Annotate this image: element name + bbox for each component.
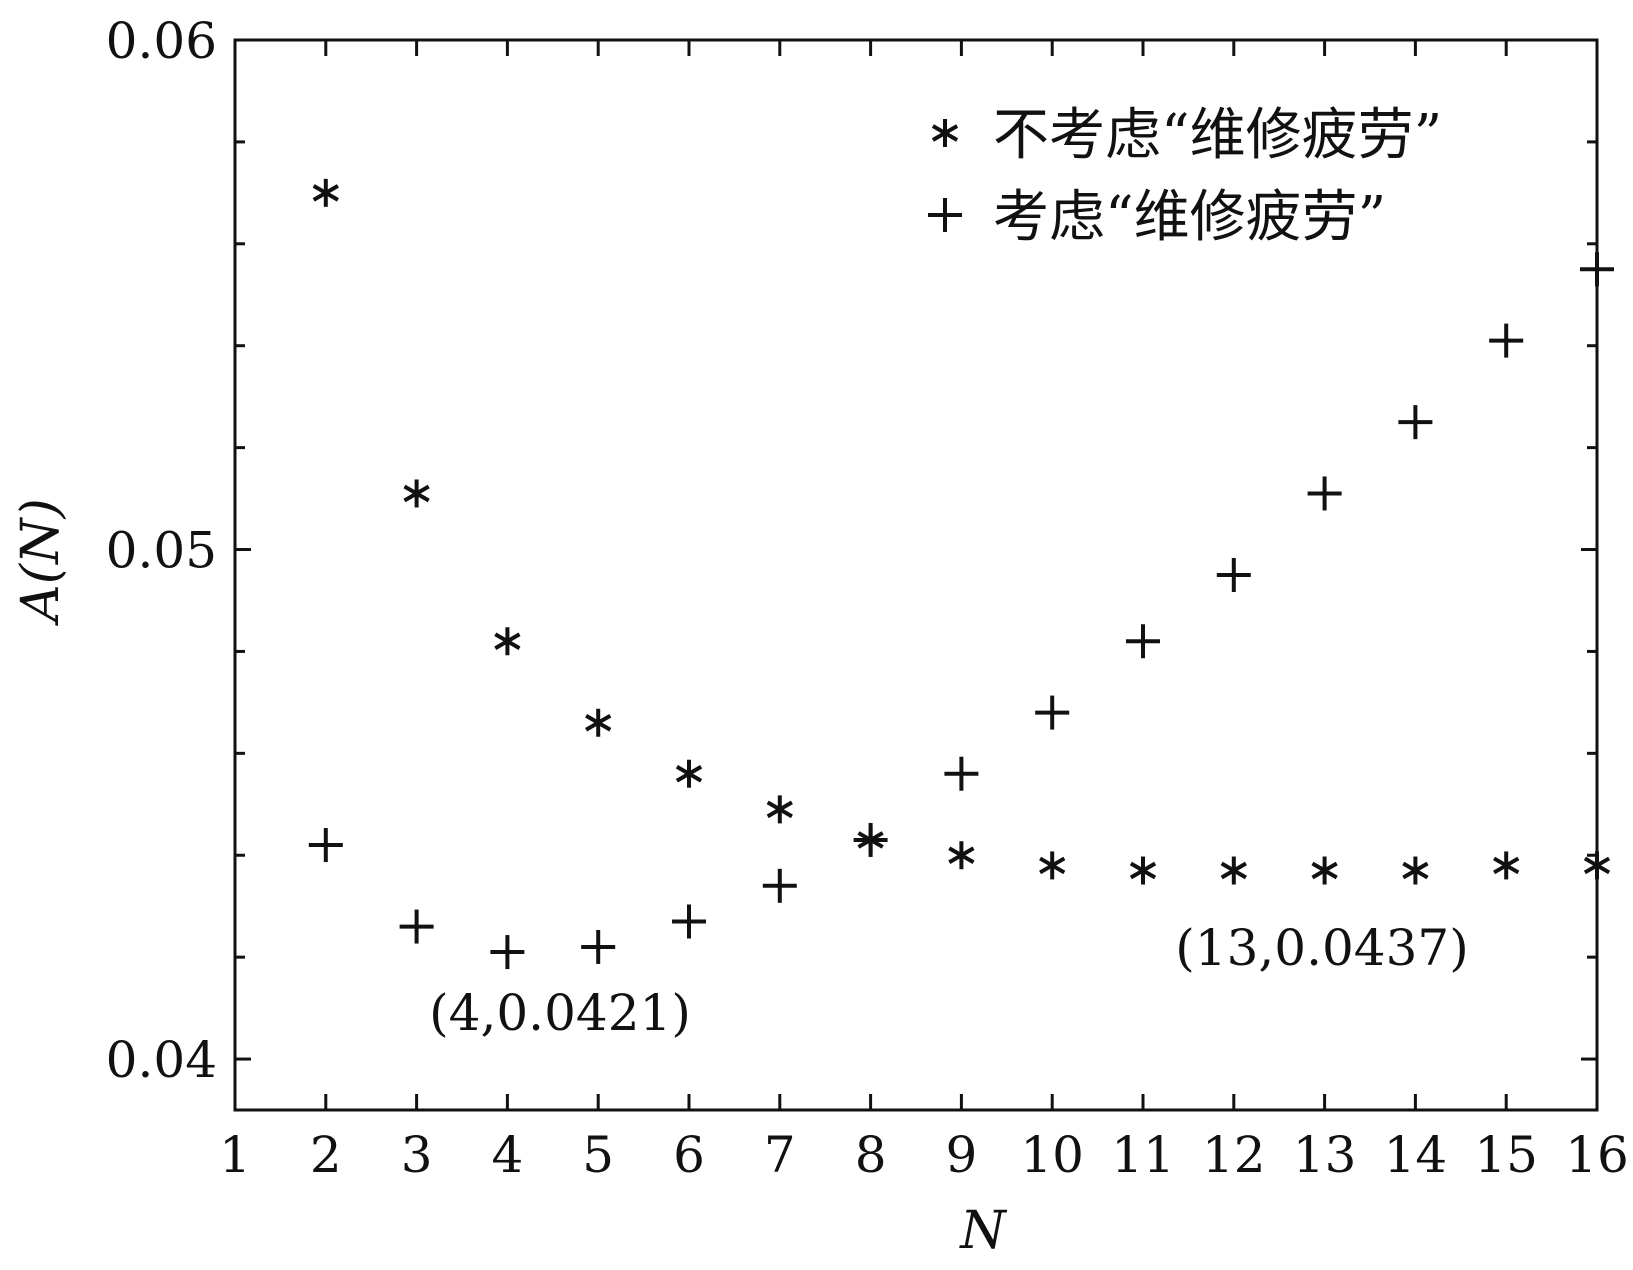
x-tick-labels: 1 2 3 4 5 6 7 8 9 10 11 12 13 14 15 16 <box>219 1126 1629 1184</box>
data-point-series-1 <box>1039 851 1066 880</box>
x-tick-label: 7 <box>764 1126 796 1184</box>
data-point-series-2 <box>399 909 434 944</box>
data-point-series-1 <box>948 841 975 870</box>
ticks <box>233 38 1599 1110</box>
x-tick-label: 4 <box>491 1126 523 1184</box>
y-tick-labels: 0.04 0.05 0.06 <box>106 12 217 1089</box>
x-tick-label: 16 <box>1565 1126 1629 1184</box>
x-tick-label: 11 <box>1111 1126 1175 1184</box>
legend: 不考虑“维修疲劳” 考虑“维修疲劳” <box>928 103 1442 250</box>
x-tick-label: 12 <box>1202 1126 1266 1184</box>
x-tick-label: 9 <box>945 1126 977 1184</box>
data-point-series-2 <box>853 822 888 857</box>
x-tick-label: 3 <box>401 1126 433 1184</box>
x-tick-label: 1 <box>219 1126 251 1184</box>
annotation-min-series-2: (4,0.0421) <box>429 984 691 1042</box>
data-point-series-1 <box>585 708 612 737</box>
y-tick-label: 0.05 <box>106 522 217 580</box>
data-point-series-2 <box>490 935 525 970</box>
legend-asterisk-mark <box>931 119 959 147</box>
data-point-series-1 <box>312 178 339 207</box>
legend-label-series-2: 考虑“维修疲劳” <box>993 185 1386 250</box>
x-tick-label: 8 <box>855 1126 887 1184</box>
x-tick-label: 14 <box>1384 1126 1448 1184</box>
x-tick-label: 10 <box>1020 1126 1084 1184</box>
markers <box>308 178 1614 970</box>
data-point-series-2 <box>1580 252 1614 287</box>
y-tick-label: 0.04 <box>106 1031 217 1089</box>
y-tick-label: 0.06 <box>106 12 217 70</box>
data-point-series-2 <box>672 904 706 939</box>
data-point-series-2 <box>1126 624 1160 659</box>
data-point-series-1 <box>766 795 793 824</box>
x-tick-label: 15 <box>1474 1126 1538 1184</box>
data-point-series-1 <box>403 479 430 508</box>
x-tick-label: 13 <box>1293 1126 1357 1184</box>
legend-marker-asterisk <box>931 119 959 147</box>
data-point-series-2 <box>1398 405 1433 440</box>
data-point-series-1 <box>1493 851 1520 880</box>
data-point-series-1 <box>494 627 521 656</box>
data-point-series-2 <box>944 756 979 791</box>
legend-plus-mark <box>928 198 962 232</box>
legend-marker-plus <box>928 198 962 232</box>
data-point-series-1 <box>1311 856 1338 885</box>
data-point-series-1 <box>1583 851 1611 880</box>
y-axis-title: A(N) <box>11 498 71 626</box>
data-point-series-2 <box>1035 695 1070 730</box>
data-point-series-1 <box>1220 856 1247 885</box>
data-point-series-2 <box>581 929 616 964</box>
data-point-series-2 <box>762 868 797 903</box>
x-tick-label: 5 <box>582 1126 614 1184</box>
data-point-series-2 <box>308 828 343 863</box>
data-point-series-2 <box>1216 558 1251 592</box>
x-tick-label: 6 <box>673 1126 705 1184</box>
x-axis-title: N <box>958 1201 1007 1261</box>
data-point-series-1 <box>1402 856 1429 885</box>
data-point-series-1 <box>675 759 703 788</box>
annotation-min-series-1: (13,0.0437) <box>1175 919 1468 977</box>
legend-label-series-1: 不考虑“维修疲劳” <box>993 103 1442 168</box>
data-point-series-1 <box>1129 856 1157 885</box>
data-point-series-2 <box>1307 476 1342 511</box>
plot-frame <box>233 38 1599 1112</box>
data-point-series-2 <box>1489 323 1524 358</box>
x-tick-label: 2 <box>310 1126 342 1184</box>
